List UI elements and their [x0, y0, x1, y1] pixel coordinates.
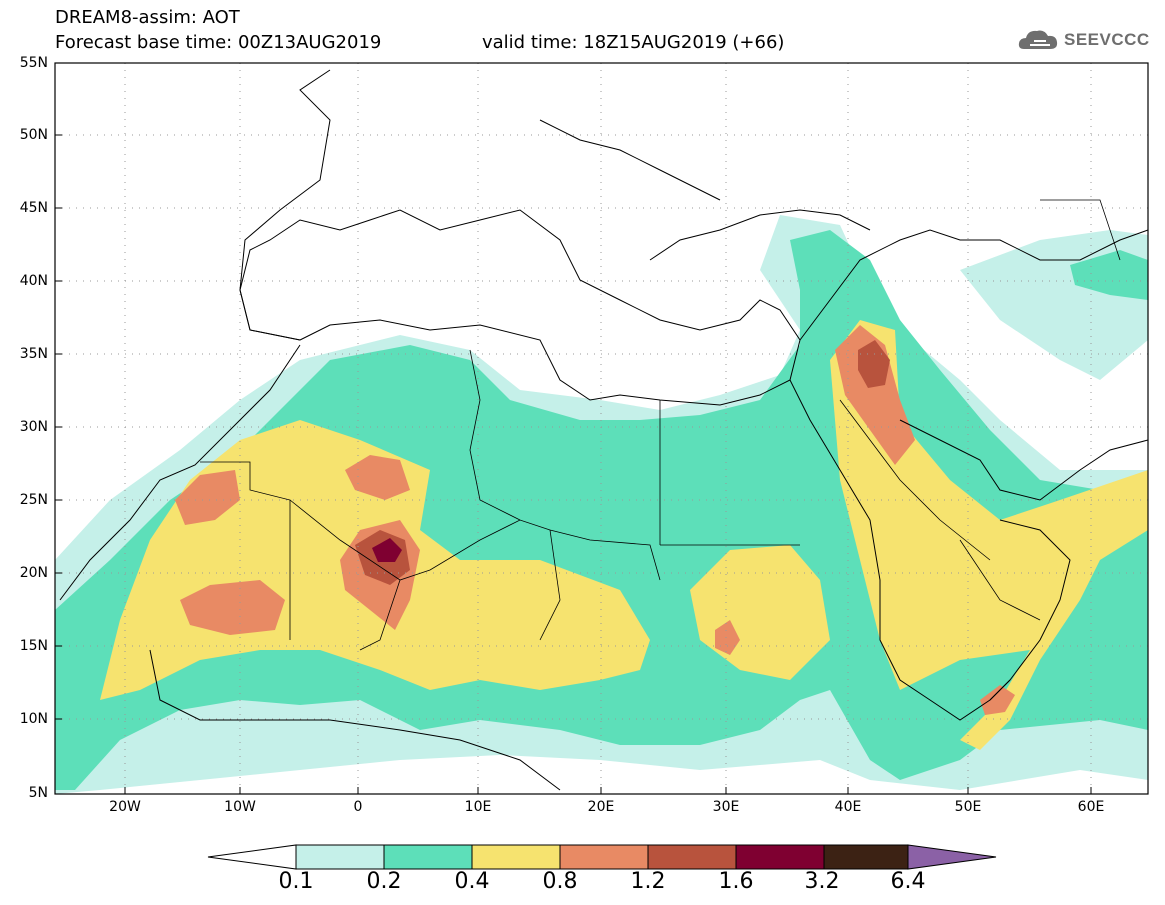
colorbar-label: 1.6 — [718, 869, 754, 894]
lat-label-35n: 35N — [19, 346, 48, 362]
lat-label-5n: 5N — [28, 785, 48, 801]
colorbar-label: 0.4 — [454, 869, 490, 894]
lat-label-40n: 40N — [19, 273, 48, 289]
lat-label-50n: 50N — [19, 127, 48, 143]
aot-band-0-8-a — [180, 580, 285, 635]
colorbar-label: 0.8 — [542, 869, 578, 894]
aot-band-0-2-east — [1070, 250, 1148, 300]
lon-label-20e: 20E — [587, 799, 615, 815]
lon-label-30e: 30E — [712, 799, 740, 815]
lat-label-25n: 25N — [19, 492, 48, 508]
graticule — [55, 63, 1148, 794]
colorbar-label: 0.2 — [366, 869, 402, 894]
lon-label-10w: 10W — [224, 799, 256, 815]
lon-label-20w: 20W — [109, 799, 141, 815]
aot-band-0-8-g — [980, 685, 1015, 715]
cloud-icon — [1018, 30, 1058, 49]
lat-label-10n: 10N — [19, 711, 48, 727]
aot-band-0-8-c — [345, 455, 410, 500]
valid-time: valid time: 18Z15AUG2019 (+66) — [482, 32, 785, 53]
lat-label-55n: 55N — [19, 55, 48, 71]
lat-label-15n: 15N — [19, 638, 48, 654]
lon-label-40e: 40E — [834, 799, 862, 815]
colorbar-label: 1.2 — [630, 869, 666, 894]
aot-band-0-8-f — [715, 620, 740, 655]
colorbar-label: 0.1 — [278, 869, 314, 894]
logo-text: SEEVCCC — [1064, 30, 1150, 49]
aot-band-0-8-e — [835, 325, 915, 465]
lon-label-0: 0 — [353, 799, 363, 815]
lat-label-30n: 30N — [19, 419, 48, 435]
forecast-base-time: Forecast base time: 00Z13AUG2019 — [55, 32, 382, 53]
map-title: DREAM8-assim: AOT — [55, 7, 240, 28]
colorbar-label: 6.4 — [890, 869, 926, 894]
aot-band-0-4-east — [830, 320, 1148, 750]
lat-label-20n: 20N — [19, 565, 48, 581]
lon-label-50e: 50E — [954, 799, 982, 815]
coastlines — [59, 69, 1148, 791]
lat-label-45n: 45N — [19, 200, 48, 216]
aot-band-0-8-d — [175, 470, 240, 525]
aot-band-1-6 — [372, 538, 402, 562]
axis-ticks — [55, 134, 1092, 794]
lon-label-10e: 10E — [464, 799, 492, 815]
aot-band-1-2-b — [858, 340, 890, 388]
lon-label-60e: 60E — [1077, 799, 1105, 815]
colorbar-label: 3.2 — [804, 869, 840, 894]
country-borders — [200, 199, 1121, 651]
